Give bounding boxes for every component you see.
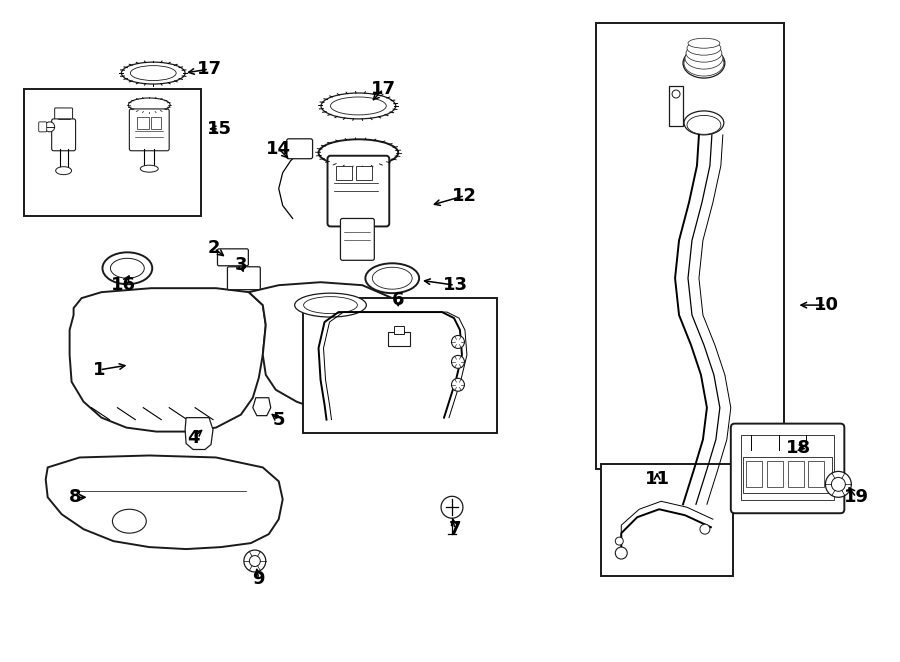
Ellipse shape bbox=[321, 93, 396, 119]
Ellipse shape bbox=[130, 66, 176, 81]
Circle shape bbox=[45, 122, 55, 132]
Text: 10: 10 bbox=[814, 296, 839, 314]
Bar bbox=[741, 434, 834, 500]
Bar bbox=[388, 332, 410, 346]
Text: 13: 13 bbox=[443, 276, 467, 294]
FancyBboxPatch shape bbox=[287, 139, 312, 159]
Text: 15: 15 bbox=[206, 120, 231, 138]
Text: 17: 17 bbox=[371, 80, 396, 98]
Text: 1: 1 bbox=[94, 361, 105, 379]
Polygon shape bbox=[46, 455, 283, 549]
Polygon shape bbox=[248, 282, 420, 412]
Ellipse shape bbox=[122, 62, 185, 84]
Circle shape bbox=[452, 378, 464, 391]
Bar bbox=[597, 23, 784, 469]
FancyBboxPatch shape bbox=[130, 109, 169, 151]
Ellipse shape bbox=[686, 44, 722, 62]
Circle shape bbox=[616, 547, 627, 559]
Bar bbox=[138, 117, 149, 129]
Circle shape bbox=[616, 537, 624, 545]
Ellipse shape bbox=[685, 47, 723, 69]
Bar bbox=[746, 461, 761, 487]
Text: 5: 5 bbox=[273, 410, 285, 428]
Ellipse shape bbox=[294, 293, 366, 317]
Ellipse shape bbox=[330, 97, 386, 115]
Bar bbox=[302, 298, 497, 432]
Text: 3: 3 bbox=[235, 256, 248, 274]
Text: 8: 8 bbox=[69, 489, 82, 506]
Circle shape bbox=[672, 90, 680, 98]
Polygon shape bbox=[69, 288, 266, 432]
Text: 19: 19 bbox=[844, 489, 868, 506]
Bar bbox=[808, 461, 824, 487]
Text: 9: 9 bbox=[253, 570, 266, 588]
FancyBboxPatch shape bbox=[39, 122, 47, 132]
Ellipse shape bbox=[687, 41, 721, 55]
Text: 7: 7 bbox=[449, 520, 461, 538]
Circle shape bbox=[700, 524, 710, 534]
Polygon shape bbox=[253, 398, 271, 416]
FancyBboxPatch shape bbox=[731, 424, 844, 513]
FancyBboxPatch shape bbox=[55, 108, 73, 120]
Ellipse shape bbox=[103, 252, 152, 284]
Polygon shape bbox=[185, 418, 213, 449]
Ellipse shape bbox=[129, 98, 170, 112]
Circle shape bbox=[825, 471, 851, 497]
Text: 16: 16 bbox=[111, 276, 136, 294]
Ellipse shape bbox=[683, 48, 724, 78]
Bar bbox=[23, 89, 201, 216]
Text: 6: 6 bbox=[392, 291, 404, 309]
Ellipse shape bbox=[687, 115, 721, 134]
Ellipse shape bbox=[684, 111, 724, 135]
FancyBboxPatch shape bbox=[328, 156, 390, 226]
FancyBboxPatch shape bbox=[51, 119, 76, 151]
FancyBboxPatch shape bbox=[228, 267, 260, 290]
Text: 11: 11 bbox=[644, 471, 670, 489]
Circle shape bbox=[441, 496, 463, 518]
Text: 17: 17 bbox=[196, 60, 221, 78]
Circle shape bbox=[244, 550, 266, 572]
Bar bbox=[669, 86, 683, 126]
Bar bbox=[356, 166, 373, 179]
Bar bbox=[337, 166, 353, 179]
Ellipse shape bbox=[140, 166, 158, 172]
Bar bbox=[394, 326, 404, 334]
Circle shape bbox=[452, 355, 464, 368]
Ellipse shape bbox=[56, 167, 72, 175]
FancyBboxPatch shape bbox=[340, 218, 374, 260]
Ellipse shape bbox=[365, 263, 419, 293]
Bar bbox=[601, 465, 733, 576]
Circle shape bbox=[832, 477, 845, 491]
Ellipse shape bbox=[688, 38, 720, 48]
Ellipse shape bbox=[112, 509, 147, 533]
Bar bbox=[767, 461, 783, 487]
Ellipse shape bbox=[373, 267, 412, 289]
Bar bbox=[742, 457, 833, 493]
Text: 4: 4 bbox=[187, 428, 199, 447]
Ellipse shape bbox=[684, 50, 724, 76]
Circle shape bbox=[249, 555, 260, 567]
Bar bbox=[151, 117, 161, 129]
Ellipse shape bbox=[319, 139, 398, 166]
Circle shape bbox=[452, 336, 464, 348]
Ellipse shape bbox=[303, 297, 357, 314]
Bar bbox=[788, 461, 804, 487]
Text: 12: 12 bbox=[453, 187, 477, 205]
FancyBboxPatch shape bbox=[218, 249, 248, 265]
Ellipse shape bbox=[111, 258, 144, 278]
Text: 2: 2 bbox=[208, 240, 220, 258]
Text: 14: 14 bbox=[266, 140, 292, 158]
Text: 18: 18 bbox=[786, 438, 811, 457]
